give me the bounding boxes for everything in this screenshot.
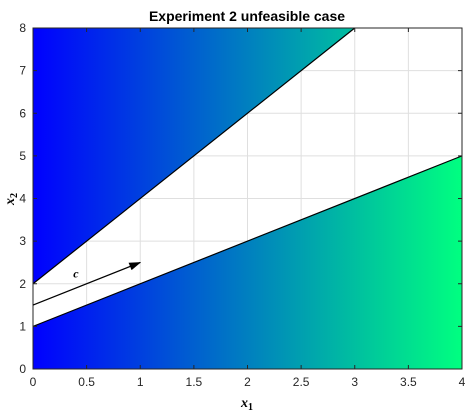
y-tick-labels: 0 1 2 3 4 5 6 7 8	[19, 21, 26, 376]
y-axis-label-sub: 2	[9, 193, 20, 198]
y-tick-label: 5	[19, 149, 26, 163]
boundary-lines	[32, 27, 463, 327]
y-tick-label: 2	[19, 277, 26, 291]
y-tick-label: 7	[19, 64, 26, 78]
region-lower	[33, 155, 462, 369]
y-tick-label: 6	[19, 106, 26, 120]
y-tick-label: 8	[19, 21, 26, 35]
boundary-upper	[32, 27, 356, 285]
ticks	[32, 27, 463, 370]
x-tick-label: 0.5	[78, 375, 95, 389]
c-vector-label: c	[73, 266, 79, 280]
annotation: c	[32, 261, 142, 306]
x-axis-label: x1	[240, 396, 253, 413]
y-tick-label: 3	[19, 234, 26, 248]
y-tick-label: 1	[19, 319, 26, 333]
y-tick-label: 0	[19, 362, 26, 376]
boundary-lower	[32, 155, 463, 327]
x-tick-labels: 0 0.5 1 1.5 2 2.5 3 3.5 4	[30, 375, 466, 389]
x-tick-label: 2	[244, 375, 251, 389]
x-tick-label: 4	[459, 375, 466, 389]
x-axis-label-main: x	[240, 396, 248, 411]
x-tick-label: 1.5	[186, 375, 203, 389]
plot-area	[32, 27, 463, 370]
c-vector-arrow	[32, 261, 142, 306]
x-tick-label: 0	[30, 375, 37, 389]
y-axis-label-main: x	[3, 198, 18, 206]
x-tick-label: 3	[351, 375, 358, 389]
chart-title: Experiment 2 unfeasible case	[149, 8, 345, 24]
x-tick-label: 3.5	[400, 375, 417, 389]
y-axis-label: x2	[3, 193, 20, 206]
x-axis-label-sub: 1	[248, 402, 253, 413]
y-tick-label: 4	[19, 192, 26, 206]
x-tick-label: 1	[137, 375, 144, 389]
x-tick-label: 2.5	[293, 375, 310, 389]
